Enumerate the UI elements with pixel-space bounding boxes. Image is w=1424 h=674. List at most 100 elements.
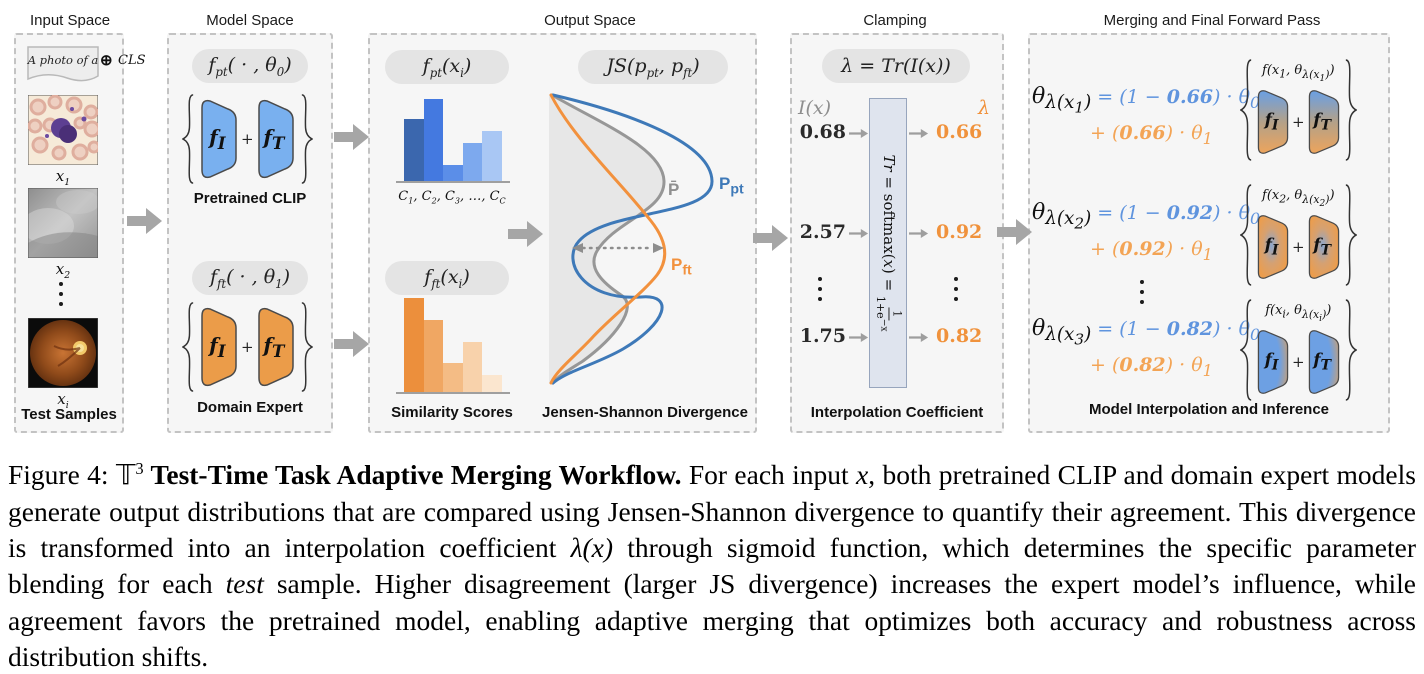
arrow-into-box bbox=[849, 332, 869, 343]
orange-term: + (0.66) · θ1 bbox=[1090, 122, 1213, 148]
caption-body: , both pretrained CLIP and domain expert… bbox=[8, 459, 1416, 563]
domain-expert-caption: Domain Expert bbox=[197, 399, 303, 416]
image-encoder-label: fI bbox=[209, 125, 226, 153]
js-divergence-caption: Jensen-Shannon Divergence bbox=[542, 404, 748, 421]
sample-label-x2: x2 bbox=[55, 260, 71, 281]
prompt-card bbox=[27, 46, 99, 82]
blue-term: = (1 − 0.92) · θ0 bbox=[1097, 202, 1261, 228]
sample-label-x1: x1 bbox=[55, 167, 71, 188]
image-encoder-label: fI bbox=[209, 333, 226, 361]
left-brace-icon bbox=[1240, 59, 1252, 161]
lambda-value-1: 0.66 bbox=[936, 121, 983, 143]
left-brace-icon bbox=[182, 94, 194, 184]
sigmoid-transform-formula: Tr = softmax(x) = 1 1+e−x bbox=[874, 154, 904, 332]
plus-sign: + bbox=[1292, 112, 1305, 131]
input-footer: Test Samples bbox=[21, 406, 117, 423]
left-brace-icon bbox=[1240, 299, 1252, 401]
plus-sign: + bbox=[241, 130, 254, 148]
text-encoder-label: fT bbox=[263, 333, 285, 361]
arrow-output-to-clamping bbox=[753, 225, 788, 251]
image-encoder-label: fI bbox=[1264, 110, 1279, 134]
input-column-header: I(x) bbox=[798, 97, 832, 119]
ft-output-formula: fft(xi) bbox=[424, 265, 470, 291]
input-value-1: 0.68 bbox=[799, 121, 846, 143]
caption-bold-title: Test-Time Task Adaptive Merging Workflow… bbox=[143, 459, 682, 491]
arrow-into-box bbox=[849, 128, 869, 139]
caption-body: For each input bbox=[681, 459, 857, 491]
theta-term: θλ(x2) bbox=[1032, 200, 1092, 234]
arrow-scores-to-js bbox=[508, 221, 543, 247]
merged-fn-label: f(xi, θλ(xi)) bbox=[1265, 303, 1332, 324]
bar bbox=[482, 131, 502, 182]
pretrained-formula-pill: fpt( · , θ0) bbox=[192, 49, 308, 83]
image-encoder-shape: fI bbox=[198, 96, 240, 182]
clamping-input-ellipsis bbox=[818, 277, 822, 301]
merged-text-encoder: fT bbox=[1306, 327, 1342, 397]
p-pt-curve-label: Ppt bbox=[719, 174, 744, 198]
merged-model-row3: f(xi, θλ(xi)) fI + fT bbox=[1240, 298, 1357, 402]
right-brace-icon bbox=[1345, 299, 1357, 401]
merged-fn-label: f(x1, θλ(x1)) bbox=[1262, 63, 1335, 84]
bar bbox=[443, 164, 463, 182]
right-brace-icon bbox=[301, 302, 313, 392]
blue-term: = (1 − 0.66) · θ0 bbox=[1097, 86, 1261, 112]
arrow-pretrained-to-output bbox=[334, 124, 369, 150]
image-encoder-label: fI bbox=[1264, 350, 1279, 374]
left-brace-icon bbox=[182, 302, 194, 392]
class-categories-label: C1, C2, C3, …, CC bbox=[398, 189, 506, 206]
js-divergence-plot bbox=[549, 93, 714, 385]
lambda-column-header: λ bbox=[978, 97, 991, 119]
text-encoder-label: fT bbox=[1313, 110, 1332, 134]
chart-axis bbox=[396, 181, 510, 183]
sample-image-fundus bbox=[28, 318, 98, 388]
caption-t3-sup: 3 bbox=[135, 459, 144, 478]
text-encoder-shape: fT bbox=[255, 304, 297, 390]
chart-axis bbox=[396, 392, 510, 394]
lambda-value-2: 0.92 bbox=[936, 221, 983, 243]
expert-logits-chart bbox=[404, 298, 502, 393]
text-encoder-shape: fT bbox=[255, 96, 297, 182]
text-encoder-label: fT bbox=[1313, 350, 1332, 374]
pretrained-logits-chart bbox=[404, 99, 502, 182]
bar bbox=[423, 99, 444, 182]
merged-fn-label: f(x2, θλ(x2)) bbox=[1262, 188, 1335, 209]
input-value-3: 1.75 bbox=[799, 325, 846, 347]
sigmoid-transform-box bbox=[869, 98, 907, 388]
bar bbox=[482, 374, 502, 393]
p-ft-curve-label: Pft bbox=[671, 255, 692, 279]
merged-text-encoder: fT bbox=[1306, 212, 1342, 282]
figure-caption: Figure 4: 𝕋3 Test-Time Task Adaptive Mer… bbox=[8, 451, 1416, 674]
right-brace-icon bbox=[1345, 184, 1357, 286]
sample-image-blood-smear bbox=[28, 95, 98, 165]
right-brace-icon bbox=[1345, 59, 1357, 161]
merged-text-encoder: fT bbox=[1306, 87, 1342, 157]
caption-math-lambda: λ(x) bbox=[570, 531, 614, 563]
left-brace-icon bbox=[1240, 184, 1252, 286]
merged-image-encoder: fI bbox=[1255, 327, 1291, 397]
plus-sign: + bbox=[1292, 237, 1305, 256]
image-encoder-shape: fI bbox=[198, 304, 240, 390]
arrow-expert-to-output bbox=[334, 331, 369, 357]
oplus-icon: ⊕ bbox=[100, 52, 113, 69]
orange-term: + (0.92) · θ1 bbox=[1090, 238, 1213, 264]
expert-formula-pill: fft( · , θ1) bbox=[192, 261, 308, 295]
model-space-title: Model Space bbox=[206, 12, 294, 29]
right-brace-icon bbox=[301, 94, 313, 184]
input-value-2: 2.57 bbox=[799, 221, 846, 243]
text-encoder-label: fT bbox=[263, 125, 285, 153]
pretrained-formula: fpt( · , θ0) bbox=[208, 53, 292, 79]
js-divergence-formula: JS(ppt, pft) bbox=[606, 54, 700, 80]
prompt-text: A photo of a bbox=[27, 53, 99, 67]
pt-output-pill: fpt(xi) bbox=[385, 50, 509, 84]
merged-model-row1: f(x1, θλ(x1)) fI + fT bbox=[1240, 58, 1357, 162]
blue-term: = (1 − 0.82) · θ0 bbox=[1097, 318, 1261, 344]
clamping-title: Clamping bbox=[863, 12, 927, 29]
pretrained-clip-block: fI + fT bbox=[182, 93, 313, 185]
text-encoder-label: fT bbox=[1313, 235, 1332, 259]
merge-formula-row1: θλ(x1) = (1 − 0.66) · θ0 + (0.66) · θ1 bbox=[1032, 84, 1260, 151]
expert-formula: fft( · , θ1) bbox=[209, 265, 291, 291]
ft-output-pill: fft(xi) bbox=[385, 261, 509, 295]
plus-sign: + bbox=[1292, 352, 1305, 371]
merged-image-encoder: fI bbox=[1255, 87, 1291, 157]
